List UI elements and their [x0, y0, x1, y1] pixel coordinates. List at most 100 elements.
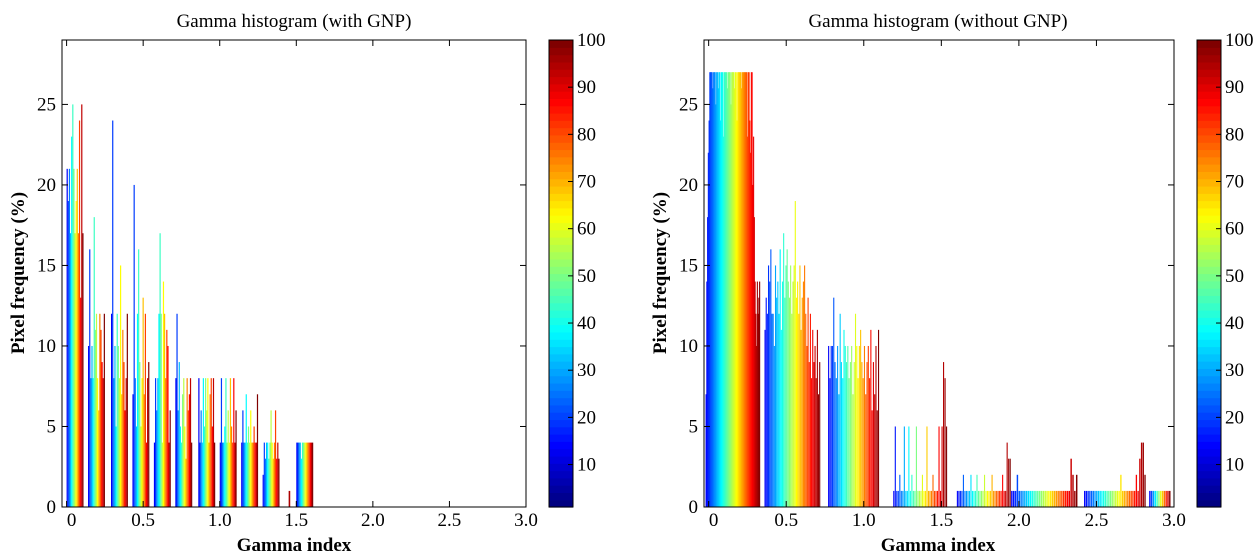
histogram-bar	[828, 345, 830, 507]
histogram-bar	[1037, 490, 1039, 507]
colorbar-tick-label: 100	[577, 30, 606, 51]
histogram-bar	[144, 313, 146, 507]
colorbar-segment	[549, 149, 573, 158]
colorbar-segment	[549, 419, 573, 428]
histogram-bar	[67, 201, 69, 507]
histogram-bar	[740, 88, 743, 507]
histogram-bar	[1109, 490, 1112, 507]
y-tick-label: 0	[47, 497, 57, 518]
histogram-bar	[808, 362, 810, 507]
histogram-bar	[278, 458, 280, 507]
histogram-bar	[99, 313, 101, 507]
x-tick-label: 0	[709, 510, 719, 531]
histogram-bar	[819, 362, 821, 507]
left-x-ticks: 0 0.5 1.0 1.5 2.0 2.5 3.0	[66, 40, 538, 531]
y-tick-label: 20	[679, 175, 698, 196]
histogram-bar	[264, 458, 267, 507]
histogram-bar	[758, 297, 760, 507]
colorbar-segment	[1197, 193, 1221, 202]
histogram-bar	[749, 120, 751, 508]
histogram-bar	[1120, 474, 1122, 507]
colorbar-segment	[549, 404, 573, 413]
histogram-bar	[180, 442, 183, 507]
histogram-bar	[1068, 490, 1071, 507]
colorbar-segment	[549, 156, 573, 165]
colorbar-segment	[1197, 207, 1221, 216]
histogram-bar	[778, 313, 780, 507]
colorbar-segment	[1197, 426, 1221, 435]
y-tick-label: 10	[679, 336, 698, 357]
colorbar-segment	[1197, 156, 1221, 165]
colorbar-segment	[549, 302, 573, 311]
histogram-bar	[741, 72, 743, 508]
histogram-bar	[185, 458, 187, 507]
histogram-bar	[899, 474, 901, 507]
histogram-bar	[1099, 490, 1101, 507]
histogram-bar	[198, 378, 200, 507]
histogram-bar	[1035, 490, 1037, 507]
left-histogram-panel: Gamma histogram (with GNP) 0 0.5 1.0 1.5 2.0…	[8, 11, 606, 556]
colorbar-segment	[549, 382, 573, 391]
colorbar-segment	[549, 91, 573, 99]
colorbar-segment	[549, 331, 573, 340]
histogram-bar	[976, 474, 978, 507]
colorbar-segment	[549, 120, 573, 129]
histogram-bar	[1061, 490, 1063, 507]
histogram-bar	[854, 313, 857, 507]
histogram-bar	[980, 490, 983, 507]
histogram-bar	[738, 72, 740, 508]
colorbar-segment	[549, 83, 573, 92]
colorbar-segment	[1197, 251, 1221, 260]
histogram-bar	[184, 426, 186, 507]
histogram-bar	[1033, 490, 1035, 507]
colorbar-tick-label: 40	[1225, 313, 1244, 334]
histogram-bar	[747, 136, 749, 507]
histogram-bar	[1085, 490, 1088, 507]
colorbar-segment	[1197, 40, 1221, 48]
colorbar-segment	[549, 142, 573, 151]
colorbar-frame	[548, 39, 574, 508]
y-tick-label: 15	[37, 255, 56, 276]
colorbar-segment	[1197, 382, 1221, 391]
histogram-bar	[897, 490, 899, 507]
histogram-bar	[987, 490, 989, 507]
colorbar-segment	[549, 448, 573, 457]
colorbar-segment	[549, 266, 573, 275]
histogram-bar	[241, 442, 243, 507]
histogram-bar	[860, 329, 862, 507]
histogram-bar	[866, 362, 868, 507]
colorbar-segment	[1197, 76, 1221, 85]
histogram-bar	[909, 490, 911, 507]
histogram-bar	[81, 104, 83, 507]
histogram-bar	[305, 442, 307, 507]
colorbar-segment	[1197, 375, 1221, 384]
histogram-bar	[754, 281, 756, 507]
histogram-bar	[74, 233, 76, 508]
histogram-bar	[135, 426, 138, 507]
histogram-bar	[802, 281, 804, 507]
colorbar-segment	[549, 134, 573, 143]
histogram-bar	[273, 442, 276, 507]
colorbar-segment	[549, 222, 573, 231]
colorbar-tick-label: 70	[1225, 172, 1244, 193]
colorbar-segment	[1197, 149, 1221, 158]
colorbar-tick-label: 90	[1225, 77, 1244, 98]
histogram-bar	[735, 72, 737, 508]
histogram-bar	[780, 329, 782, 507]
colorbar-segment	[1197, 127, 1221, 136]
histogram-bar	[1012, 490, 1015, 507]
histogram-bar	[214, 442, 216, 507]
histogram-bar	[811, 378, 813, 507]
right-y-ticks: 0 5 10 15 20 25	[679, 94, 1174, 518]
histogram-bar	[1029, 490, 1032, 507]
histogram-bar	[764, 329, 766, 507]
histogram-bar	[994, 490, 996, 507]
colorbar-segment	[1197, 463, 1221, 472]
histogram-bar	[168, 442, 170, 507]
histogram-bar	[997, 490, 999, 507]
y-tick-label: 5	[47, 416, 57, 437]
histogram-bar	[229, 378, 232, 507]
histogram-bar	[98, 410, 100, 507]
histogram-bar	[833, 297, 835, 507]
